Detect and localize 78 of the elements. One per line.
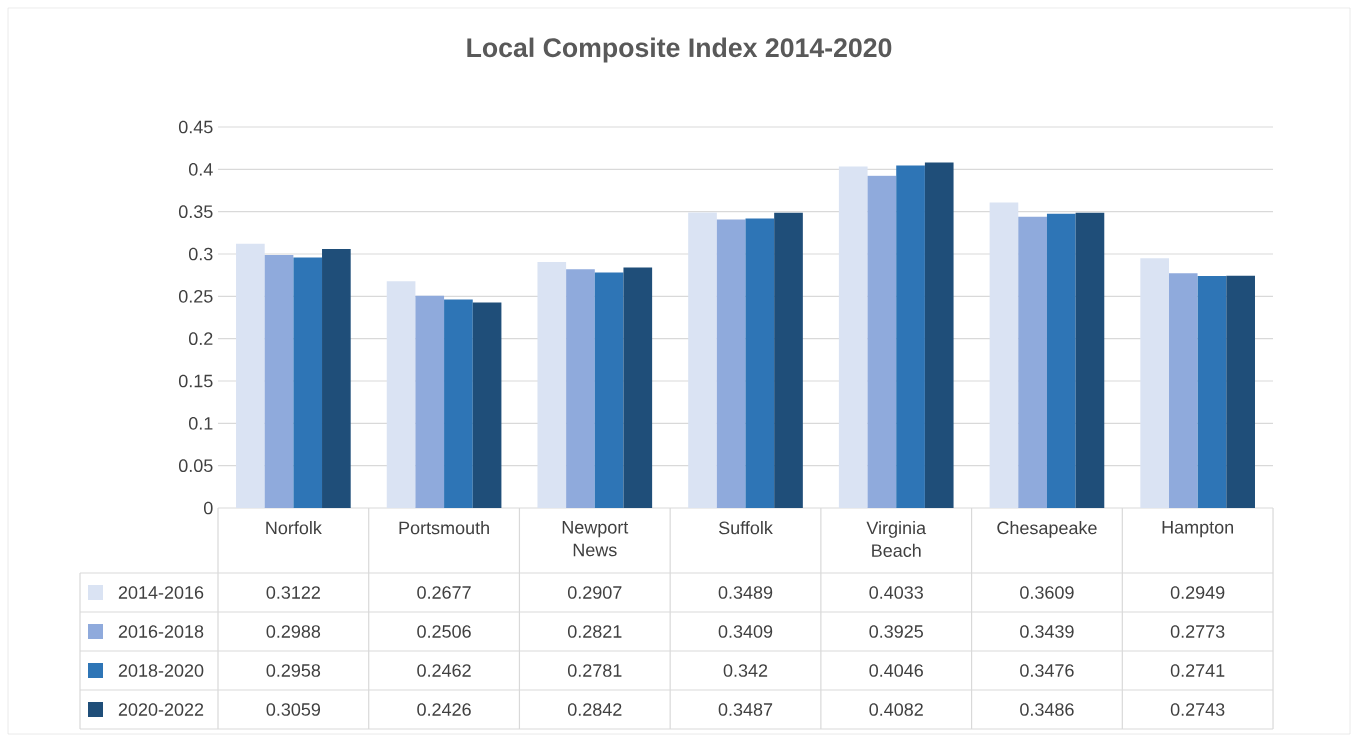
bar: [472, 302, 502, 509]
bar: [415, 295, 445, 509]
y-tick-label: 0: [203, 501, 213, 515]
data-label: 0.4082: [869, 703, 923, 716]
data-label: 0.3476: [1020, 664, 1074, 677]
y-tick-label: 0.45: [178, 120, 213, 134]
data-label: 0.2842: [567, 703, 622, 716]
legend-label: 2014-2016: [118, 586, 204, 599]
bar: [867, 175, 897, 509]
bar: [322, 249, 351, 509]
data-label: 0.3059: [266, 703, 321, 716]
data-label: 0.4046: [869, 664, 923, 677]
data-label: 0.2958: [266, 664, 321, 677]
x-tick-label: Chesapeake: [997, 521, 1097, 538]
bar: [1197, 275, 1227, 509]
bar: [896, 165, 925, 509]
bar: [566, 269, 595, 509]
y-tick-label: 0.35: [178, 205, 213, 219]
bar: [716, 219, 746, 509]
bar: [386, 281, 416, 509]
legend-label: 2018-2020: [118, 664, 204, 677]
data-label: 0.3409: [718, 625, 773, 638]
y-tick-label: 0.05: [178, 459, 213, 473]
bar: [989, 202, 1019, 509]
data-label: 0.2741: [1170, 664, 1225, 677]
data-label: 0.2781: [567, 664, 622, 677]
bar: [745, 218, 775, 509]
bar: [774, 212, 803, 509]
data-label: 0.3487: [718, 703, 773, 716]
y-tick-label: 0.1: [188, 416, 213, 430]
y-tick-label: 0.25: [178, 289, 213, 303]
data-label: 0.2773: [1170, 625, 1225, 638]
bar: [444, 299, 473, 509]
data-label: 0.4033: [869, 586, 923, 599]
x-tick-label: Virginia Beach: [866, 521, 927, 557]
bar: [838, 166, 868, 509]
x-tick-label: Hampton: [1162, 521, 1234, 538]
x-tick-label: Portsmouth: [399, 521, 489, 535]
data-label: 0.3925: [869, 625, 923, 638]
bar: [924, 162, 954, 509]
legend-label: 2020-2022: [118, 703, 204, 716]
bar: [1140, 258, 1169, 509]
data-label: 0.2743: [1170, 703, 1225, 716]
y-tick-label: 0.4: [188, 162, 213, 176]
x-tick-label: Suffolk: [718, 521, 773, 535]
bar: [623, 267, 653, 509]
data-label: 0.3486: [1020, 703, 1074, 716]
bar: [594, 272, 624, 509]
bar: [1169, 273, 1198, 509]
data-label: 0.2506: [417, 625, 471, 638]
data-label: 0.3609: [1020, 586, 1074, 599]
data-label: 0.2677: [417, 586, 471, 599]
bar: [1018, 216, 1047, 509]
x-tick-label: Newport News: [562, 521, 629, 557]
bar: [537, 261, 567, 509]
bar: [1226, 275, 1255, 509]
data-label: 0.2821: [567, 625, 622, 638]
data-label: 0.3489: [718, 586, 773, 599]
data-label: 0.2988: [266, 625, 321, 638]
data-label: 0.3439: [1020, 625, 1074, 638]
bar: [293, 257, 323, 509]
legend-label: 2016-2018: [118, 625, 204, 638]
data-label: 0.342: [723, 664, 768, 677]
bar: [236, 243, 265, 509]
bar: [264, 255, 294, 509]
data-label: 0.2949: [1170, 586, 1225, 599]
x-tick-label: Norfolk: [266, 521, 322, 535]
chart-title: Local Composite Index 2014-2020: [467, 37, 892, 63]
data-label: 0.2426: [417, 703, 471, 716]
bar: [688, 212, 717, 509]
bar: [1075, 212, 1105, 509]
y-tick-label: 0.2: [188, 332, 213, 346]
data-label: 0.2462: [417, 664, 471, 677]
y-tick-label: 0.15: [178, 374, 213, 388]
bar: [1046, 213, 1076, 509]
y-tick-label: 0.3: [188, 247, 213, 261]
data-label: 0.2907: [567, 586, 622, 599]
data-label: 0.3122: [266, 586, 320, 599]
